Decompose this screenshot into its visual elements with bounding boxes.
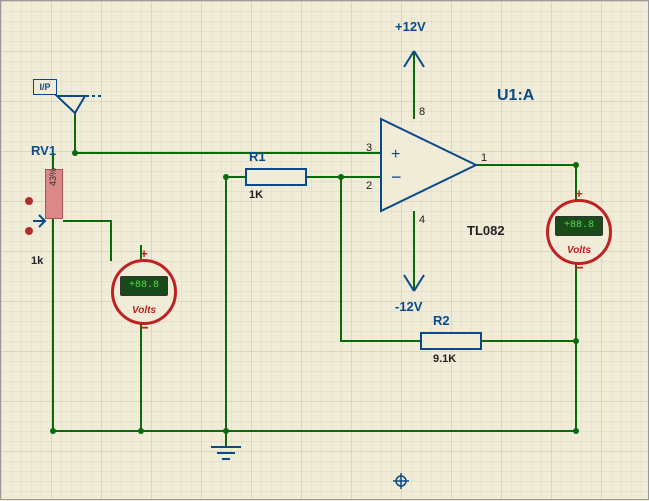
input-probe-label: I/P — [33, 79, 57, 95]
r2-ref: R2 — [433, 313, 450, 328]
pin-1: 1 — [481, 152, 487, 164]
voltmeter2-plus: + — [575, 186, 583, 201]
voltmeter1-minus: − — [139, 320, 148, 338]
voltmeter1-display: +88.8 — [120, 276, 168, 296]
resistor-r1 — [246, 169, 306, 185]
opamp-ref: U1:A — [497, 87, 534, 105]
pin-2: 2 — [366, 180, 372, 192]
vpos-label: +12V — [395, 19, 426, 34]
r1-ref: R1 — [249, 149, 266, 164]
rv1-value: 1k — [31, 255, 43, 267]
resistor-r2 — [421, 333, 481, 349]
pot-percent: 43% — [48, 168, 58, 186]
pot-wiper-arrow — [33, 215, 45, 227]
input-probe-icon — [57, 96, 101, 113]
potentiometer-rv1[interactable]: 43% — [45, 169, 63, 219]
wire-net — [53, 51, 576, 447]
pot-up-button[interactable] — [25, 197, 33, 205]
vneg-label: -12V — [395, 299, 422, 314]
voltmeter2-units: Volts — [549, 245, 609, 256]
voltmeter2-display: +88.8 — [555, 216, 603, 236]
r2-value: 9.1K — [433, 353, 456, 365]
pin-3: 3 — [366, 142, 372, 154]
voltmeter-1: + +88.8 Volts − — [111, 259, 177, 325]
opamp-u1a: + − 3 2 1 8 4 — [366, 106, 487, 226]
ground-symbol — [211, 447, 241, 459]
schematic-canvas: + − 3 2 1 8 4 — [0, 0, 649, 500]
pin-4: 4 — [419, 214, 425, 226]
voltmeter-2: + +88.8 Volts − — [546, 199, 612, 265]
voltmeter1-units: Volts — [114, 305, 174, 316]
rv1-ref: RV1 — [31, 143, 56, 158]
opamp-part: TL082 — [467, 223, 505, 238]
pin-8: 8 — [419, 106, 425, 118]
r1-value: 1K — [249, 189, 263, 201]
voltmeter2-minus: − — [574, 260, 583, 278]
origin-marker — [393, 473, 409, 489]
svg-text:−: − — [391, 167, 402, 187]
voltmeter1-plus: + — [140, 246, 148, 261]
pot-down-button[interactable] — [25, 227, 33, 235]
svg-text:+: + — [391, 146, 400, 163]
